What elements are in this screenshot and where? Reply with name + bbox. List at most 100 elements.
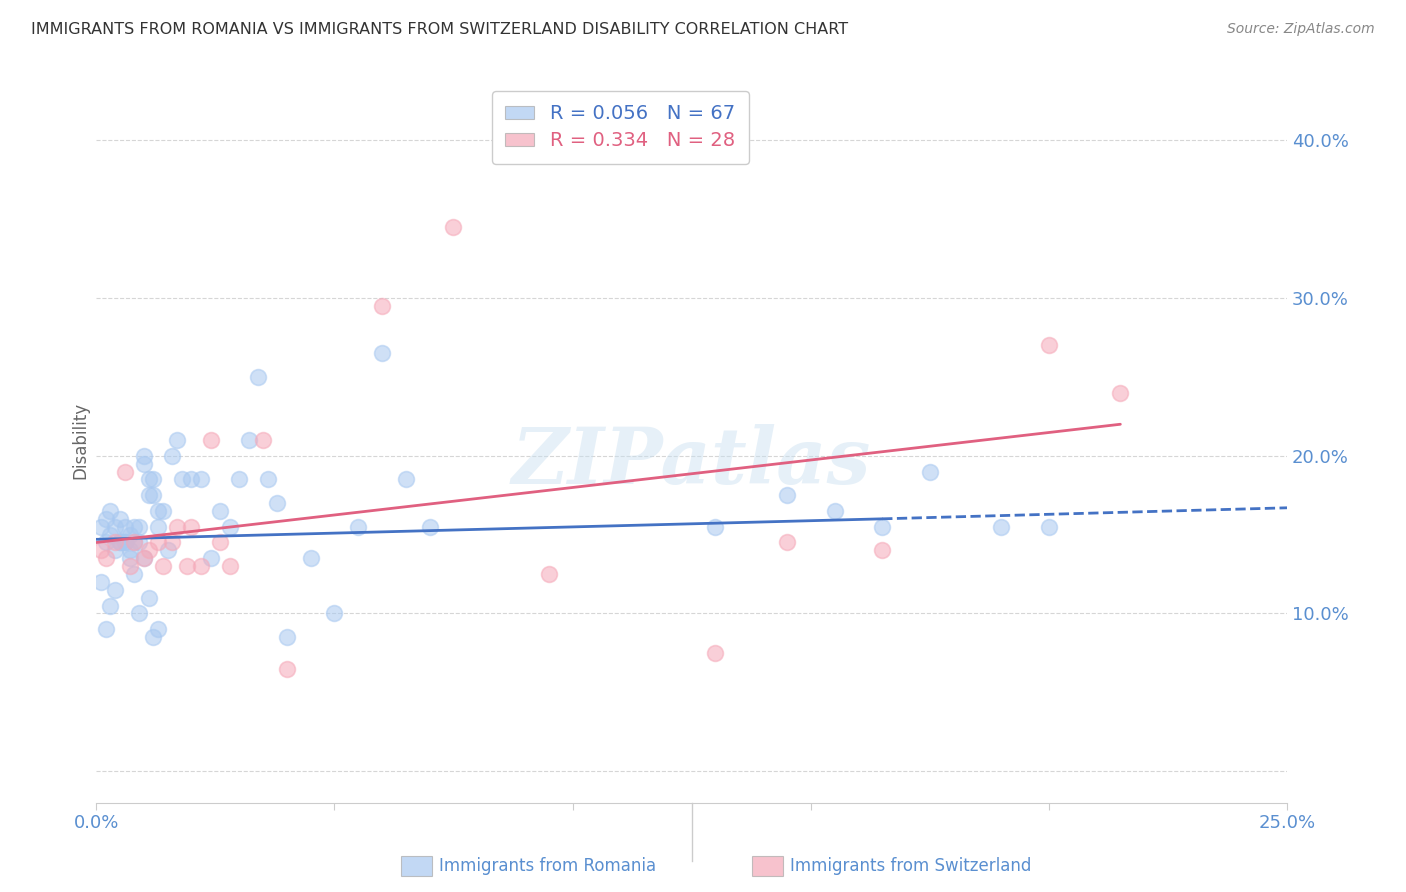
Point xyxy=(132,551,155,566)
Point xyxy=(118,551,141,566)
Point xyxy=(443,220,465,235)
Point xyxy=(1038,338,1060,352)
Point xyxy=(146,519,169,533)
Point xyxy=(228,472,250,486)
Point xyxy=(870,519,893,533)
Point xyxy=(180,519,202,533)
Point xyxy=(347,519,370,533)
Point xyxy=(94,535,117,549)
Point xyxy=(118,559,141,574)
Point xyxy=(276,662,298,676)
Point xyxy=(124,535,146,549)
Point xyxy=(190,472,212,486)
Point xyxy=(371,346,394,360)
Point xyxy=(114,465,136,479)
Legend: R = 0.056   N = 67, R = 0.334   N = 28: R = 0.056 N = 67, R = 0.334 N = 28 xyxy=(492,91,749,164)
Point xyxy=(395,472,418,486)
Point xyxy=(90,574,112,589)
Point xyxy=(824,504,846,518)
Point xyxy=(104,582,127,597)
Point xyxy=(124,519,146,533)
Text: Source: ZipAtlas.com: Source: ZipAtlas.com xyxy=(1227,22,1375,37)
Point xyxy=(90,519,112,533)
Point xyxy=(218,559,240,574)
Point xyxy=(114,519,136,533)
Point xyxy=(208,504,231,518)
Point xyxy=(132,551,155,566)
Point xyxy=(138,543,160,558)
Point xyxy=(152,504,174,518)
Point xyxy=(256,472,278,486)
Point xyxy=(419,519,441,533)
Point xyxy=(200,551,222,566)
Point xyxy=(114,535,136,549)
Point xyxy=(208,535,231,549)
Point xyxy=(166,519,188,533)
Point xyxy=(990,519,1012,533)
Point xyxy=(537,567,560,582)
Point xyxy=(156,543,179,558)
Point xyxy=(162,535,184,549)
Point xyxy=(132,449,155,463)
Point xyxy=(146,535,169,549)
Point xyxy=(108,512,131,526)
Point xyxy=(138,591,160,605)
Point xyxy=(142,488,165,502)
Y-axis label: Disability: Disability xyxy=(72,401,89,479)
Point xyxy=(100,599,122,613)
Point xyxy=(128,519,150,533)
Point xyxy=(152,559,174,574)
Point xyxy=(1038,519,1060,533)
Point xyxy=(94,551,117,566)
Point xyxy=(118,527,141,541)
Point xyxy=(142,472,165,486)
Point xyxy=(218,519,240,533)
Point xyxy=(104,543,127,558)
Point xyxy=(238,433,260,447)
Point xyxy=(162,449,184,463)
Point xyxy=(1109,385,1132,400)
Point xyxy=(146,504,169,518)
Text: Immigrants from Switzerland: Immigrants from Switzerland xyxy=(790,857,1032,875)
Point xyxy=(94,622,117,636)
Point xyxy=(132,457,155,471)
Point xyxy=(200,433,222,447)
Point xyxy=(108,535,131,549)
Point xyxy=(128,607,150,621)
Point xyxy=(100,527,122,541)
Point xyxy=(176,559,198,574)
Point xyxy=(918,465,941,479)
Point xyxy=(323,607,346,621)
Point xyxy=(94,512,117,526)
Text: IMMIGRANTS FROM ROMANIA VS IMMIGRANTS FROM SWITZERLAND DISABILITY CORRELATION CH: IMMIGRANTS FROM ROMANIA VS IMMIGRANTS FR… xyxy=(31,22,848,37)
Point xyxy=(252,433,274,447)
Point xyxy=(146,622,169,636)
Point xyxy=(128,535,150,549)
Point xyxy=(100,504,122,518)
Text: ZIPatlas: ZIPatlas xyxy=(512,424,872,500)
Point xyxy=(166,433,188,447)
Point xyxy=(138,488,160,502)
Point xyxy=(142,630,165,644)
Point xyxy=(266,496,288,510)
Point xyxy=(704,519,727,533)
Point xyxy=(138,472,160,486)
Point xyxy=(118,543,141,558)
Point xyxy=(247,370,270,384)
Point xyxy=(124,535,146,549)
Point xyxy=(190,559,212,574)
Point xyxy=(371,299,394,313)
Point xyxy=(299,551,322,566)
Point xyxy=(124,567,146,582)
Point xyxy=(170,472,193,486)
Text: Immigrants from Romania: Immigrants from Romania xyxy=(439,857,655,875)
Point xyxy=(104,535,127,549)
Point xyxy=(108,535,131,549)
Point xyxy=(870,543,893,558)
Point xyxy=(776,535,799,549)
Point xyxy=(180,472,202,486)
Point xyxy=(704,646,727,660)
Point xyxy=(104,519,127,533)
Point xyxy=(776,488,799,502)
Point xyxy=(90,543,112,558)
